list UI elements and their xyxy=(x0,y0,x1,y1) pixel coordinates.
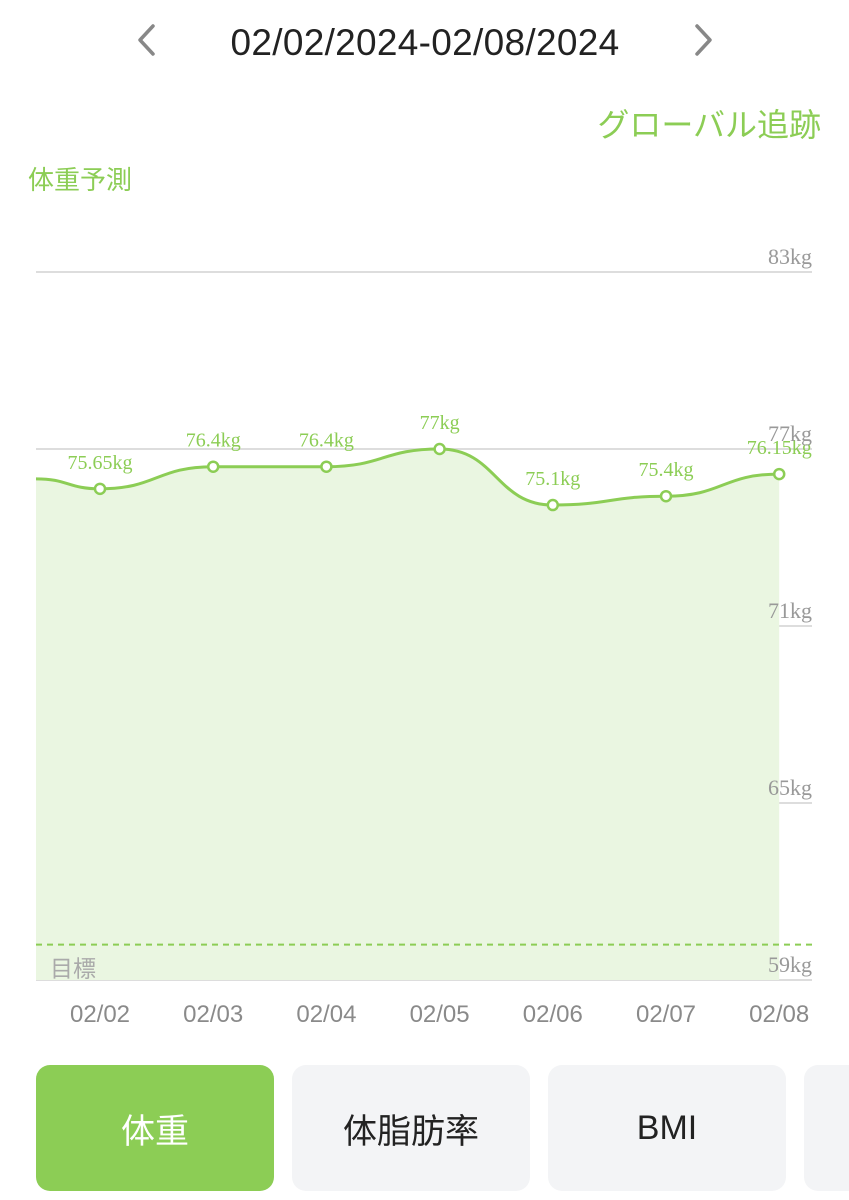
data-point xyxy=(772,467,786,481)
y-tick-label: 59kg xyxy=(768,952,812,977)
x-tick-label: 02/03 xyxy=(183,1001,243,1028)
chevron-right-icon xyxy=(695,24,712,56)
series-line xyxy=(35,447,780,507)
y-axis-ticks: 83kg 77kg 71kg 65kg 59kg xyxy=(768,244,812,977)
tab-body-fat[interactable]: 体脂肪率 xyxy=(292,1065,530,1191)
data-point xyxy=(659,489,673,503)
y-tick-label: 65kg xyxy=(768,775,812,800)
chevron-left-icon xyxy=(138,24,155,56)
data-points xyxy=(93,442,786,512)
date-range-label: 02/02/2024-02/08/2024 xyxy=(230,22,620,63)
target-line: 目標 xyxy=(36,943,812,983)
x-tick-label: 02/07 xyxy=(636,1001,696,1028)
target-label: 目標 xyxy=(50,957,96,983)
data-label: 76.4kg xyxy=(186,430,241,452)
series-path xyxy=(35,447,780,507)
data-point xyxy=(93,482,107,496)
date-header: 02/02/2024-02/08/2024 xyxy=(0,8,849,78)
data-label: 75.65kg xyxy=(68,452,133,474)
area-fill xyxy=(36,449,780,980)
data-point xyxy=(433,442,446,456)
chart-title: 体重予測 xyxy=(28,166,133,196)
x-tick-label: 02/06 xyxy=(523,1001,583,1028)
data-label: 76.4kg xyxy=(299,430,354,452)
x-tick-label: 02/02 xyxy=(70,1001,130,1028)
data-point xyxy=(320,460,333,473)
data-point xyxy=(546,498,560,512)
tab-more[interactable] xyxy=(804,1065,849,1191)
data-labels: 75.65kg 76.4kg 76.4kg 77kg 75.1kg 75.4kg 76.15… xyxy=(68,412,812,490)
prev-week-button[interactable] xyxy=(126,20,166,60)
tab-bmi[interactable]: BMI xyxy=(548,1065,786,1191)
data-point xyxy=(206,460,220,473)
y-tick-label: 83kg xyxy=(768,244,812,269)
x-tick-label: 02/08 xyxy=(749,1001,809,1028)
x-tick-label: 02/04 xyxy=(296,1001,356,1028)
x-tick-label: 02/05 xyxy=(410,1001,470,1028)
data-label: 77kg xyxy=(420,412,460,434)
tab-weight[interactable]: 体重 xyxy=(36,1065,274,1191)
y-tick-label: 71kg xyxy=(768,598,812,623)
metric-tabs: 体重 体脂肪率 BMI xyxy=(36,1065,849,1191)
weight-chart: 目標 75.65kg 76.4kg 76.4kg 77kg 75.1kg 75.4kg 76… xyxy=(35,244,812,1028)
y-tick-label: 77kg xyxy=(768,421,812,446)
next-week-button[interactable] xyxy=(684,20,724,60)
global-tracking-link[interactable]: グローバル追跡 xyxy=(597,106,821,144)
data-label: 76.15kg xyxy=(747,437,812,459)
data-label: 75.1kg xyxy=(525,468,580,490)
data-label: 75.4kg xyxy=(639,459,694,481)
x-axis-ticks: 02/02 02/03 02/04 02/05 02/06 02/07 02/08 xyxy=(70,1001,809,1028)
area-path xyxy=(36,449,780,980)
